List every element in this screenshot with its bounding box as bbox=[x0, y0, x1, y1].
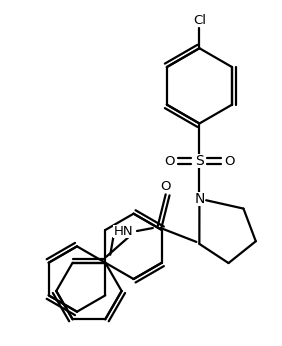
Text: S: S bbox=[195, 154, 204, 168]
Text: O: O bbox=[164, 155, 175, 167]
Text: O: O bbox=[160, 180, 171, 193]
Text: O: O bbox=[224, 155, 234, 167]
Text: N: N bbox=[194, 192, 205, 206]
Text: HN: HN bbox=[113, 225, 133, 237]
Text: Cl: Cl bbox=[193, 14, 206, 27]
